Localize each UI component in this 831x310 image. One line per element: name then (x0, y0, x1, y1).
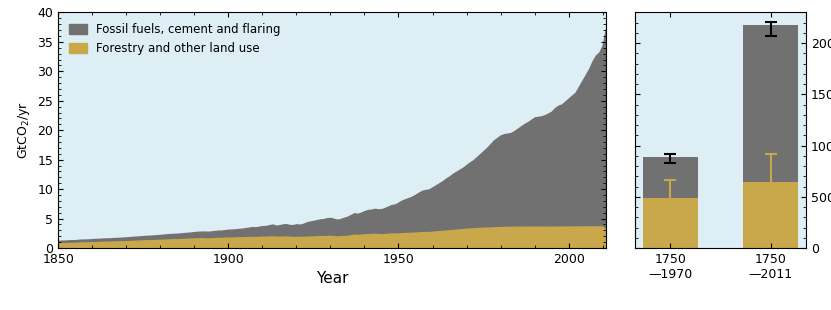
Bar (743, 182, 799, 248)
Legend: Fossil fuels, cement and flaring, Forestry and other land use: Fossil fuels, cement and flaring, Forest… (64, 18, 285, 60)
Bar (642, 198, 698, 248)
Bar (743, 25, 799, 182)
X-axis label: Year: Year (316, 272, 348, 286)
Y-axis label: GtCO$_2$/yr: GtCO$_2$/yr (16, 101, 32, 159)
Bar (642, 157, 698, 198)
